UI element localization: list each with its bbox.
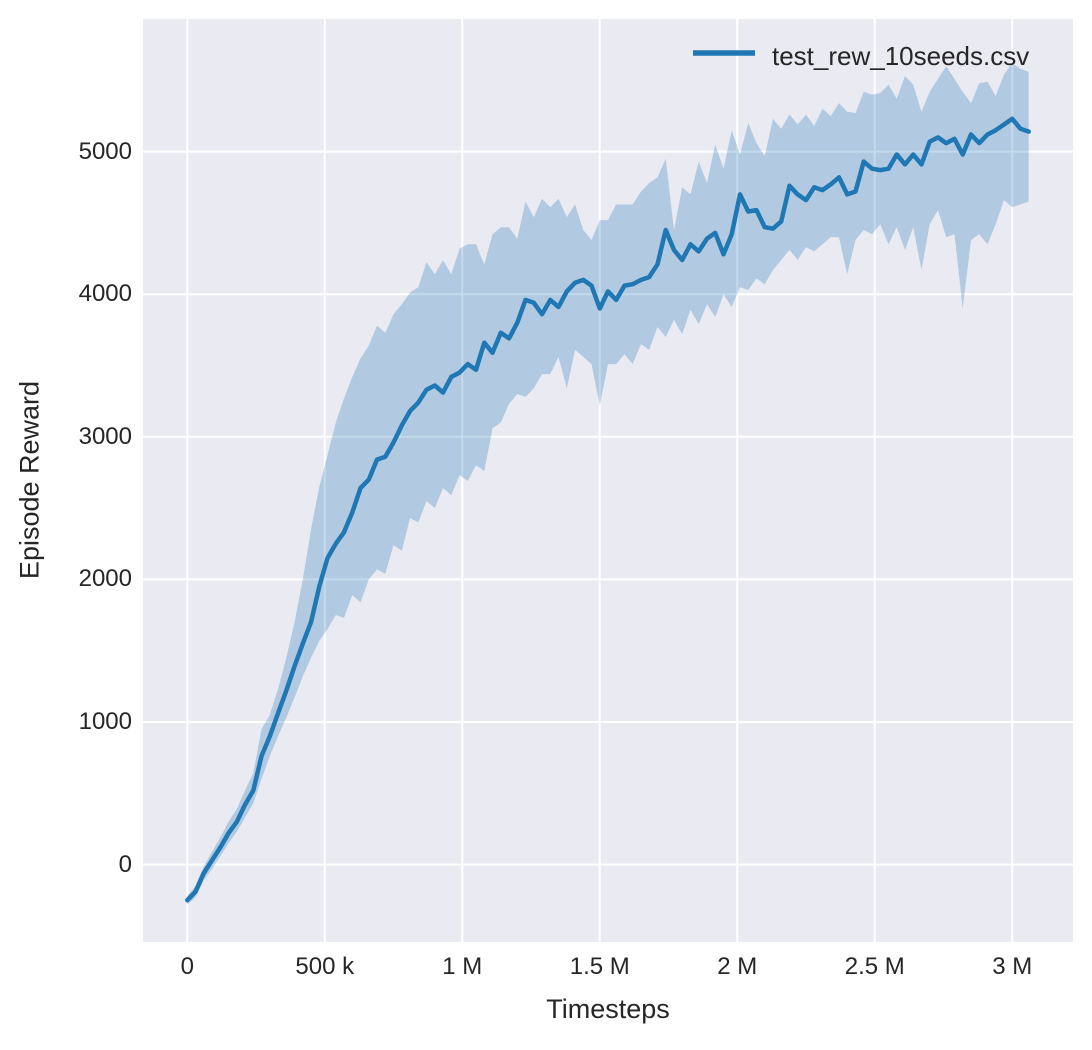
mean-line <box>185 116 1031 903</box>
y-tick-label: 1000 <box>78 707 132 735</box>
y-axis-label: Episode Reward <box>14 380 45 580</box>
x-tick-label: 1 M <box>442 953 483 980</box>
x-tick-label: 500 k <box>295 953 355 980</box>
y-tick-label: 3000 <box>78 422 132 450</box>
y-tick-label: 5000 <box>78 137 132 165</box>
y-tick-label: 4000 <box>78 280 132 308</box>
legend-entry: test_rew_10seeds.csv <box>772 41 1029 72</box>
x-axis-label: Timesteps <box>546 994 670 1024</box>
x-tick-label: 3 M <box>992 953 1033 980</box>
x-tick-label: 1.5 M <box>569 953 630 980</box>
confidence-band <box>187 63 1029 905</box>
y-tick-label: 0 <box>118 850 132 878</box>
x-tick-label: 0 <box>180 953 194 980</box>
x-tick-label: 2 M <box>717 953 758 980</box>
x-tick-label: 2.5 M <box>844 953 905 980</box>
y-tick-label: 2000 <box>78 565 132 593</box>
plot-background <box>143 19 1073 942</box>
legend-label: test_rew_10seeds.csv <box>772 41 1030 71</box>
